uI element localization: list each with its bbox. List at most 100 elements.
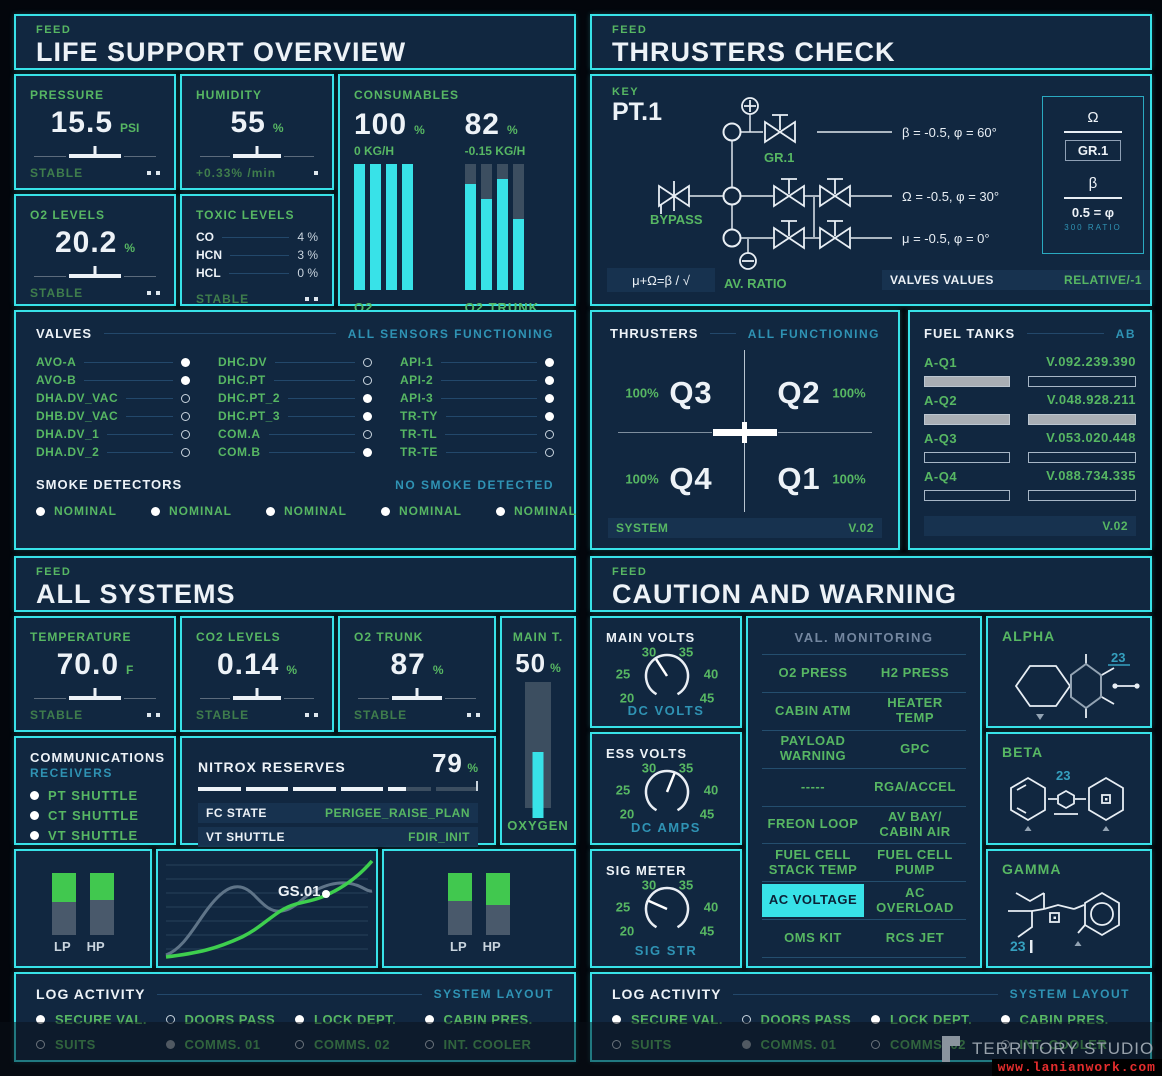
eq-bot: μ = -0.5, φ = 0°: [902, 231, 990, 246]
annunciator-cell[interactable]: AC OVERLOAD: [876, 884, 954, 915]
all-systems-header: FEED ALL SYSTEMS: [14, 556, 576, 612]
fuel-version-bar: V.02: [924, 516, 1136, 536]
annunciator-cell[interactable]: RCS JET: [885, 930, 945, 946]
valve-state-dot: [181, 411, 190, 421]
nominal-dot: [151, 506, 160, 516]
log-dot: [295, 1015, 304, 1024]
nominal-dot: [36, 506, 45, 516]
o2-reserves-bars: [354, 164, 445, 290]
log-dot: [165, 1015, 175, 1024]
valves-values-bar[interactable]: VALVES VALUES RELATIVE/-1: [882, 270, 1150, 290]
gs01-graph-panel: GS.01: [156, 849, 378, 968]
valve-row: AVO-A: [36, 353, 190, 371]
toxic-status: STABLE: [196, 292, 250, 306]
nitrox-progress: [198, 781, 478, 791]
log-item: SUITS: [36, 1037, 166, 1052]
oxygen-caption: OXYGEN: [507, 818, 569, 833]
life-support-header: FEED LIFE SUPPORT OVERVIEW: [14, 14, 576, 70]
feed-label: FEED: [36, 24, 72, 36]
log-item: INT. COOLER: [1000, 1037, 1131, 1052]
nitrox-panel: NITROX RESERVES 79 % FC STATE PERIGEE_RAI…: [180, 736, 496, 847]
thruster-q4: Q4: [669, 461, 713, 496]
fuel-bar: [924, 376, 1010, 387]
annunciator-cell[interactable]: FUEL CELL PUMP: [877, 846, 953, 877]
valves-panel: VALVES ALL SENSORS FUNCTIONING AVO-A AVO…: [14, 310, 576, 550]
o2-reserves-column: 100% 0 KG/H O2 RESERVES: [354, 104, 445, 330]
lp-hp-gauge-right: LP HP: [382, 849, 576, 968]
valve-row: DHC.DV: [218, 353, 372, 371]
valve-row: DHC.PT: [218, 371, 372, 389]
valve-row: DHA.DV_2: [36, 443, 190, 461]
alpha-structure-icon: 23: [1014, 650, 1140, 720]
valve-state-dot: [363, 411, 372, 421]
annunciator-cell-ac-voltage[interactable]: AC VOLTAGE: [762, 884, 864, 918]
log-item: CABIN PRES.: [1000, 1012, 1131, 1027]
log-dot: [1000, 1040, 1010, 1049]
log-dot: [1000, 1015, 1010, 1024]
valve-state-dot: [545, 393, 554, 403]
valve-row: DHA.DV_1: [36, 425, 190, 443]
o2-trunk-slider[interactable]: [358, 688, 476, 702]
bypass-label: BYPASS: [650, 212, 703, 227]
key-name: PT.1: [612, 98, 663, 126]
log-dot: [741, 1040, 751, 1049]
valves-grid: AVO-A AVO-B DHA.DV_VAC DHB.DV_VAC DHA.DV…: [36, 353, 554, 461]
log-item: COMMS. 02: [871, 1037, 1001, 1052]
annunciator-cell[interactable]: PAYLOAD WARNING: [779, 733, 847, 764]
annunciator-cell[interactable]: OMS KIT: [784, 930, 842, 946]
pressure-status: STABLE: [30, 166, 84, 180]
annunciator-cell[interactable]: -----: [800, 778, 826, 794]
fuel-row: A-Q2 V.048.928.211: [924, 392, 1136, 430]
humidity-tile: HUMIDITY 55% +0.33% /min: [180, 74, 334, 190]
humidity-unit: %: [272, 121, 284, 135]
log-item: SECURE VAL.: [612, 1012, 742, 1027]
annunciator-cell[interactable]: CABIN ATM: [775, 702, 851, 718]
nominal-dot: [381, 506, 390, 516]
humidity-slider[interactable]: [200, 146, 314, 160]
annunciator-cell[interactable]: O2 PRESS: [778, 664, 848, 680]
log-item: DOORS PASS: [165, 1012, 296, 1027]
annunciator-cell[interactable]: FREON LOOP: [767, 816, 859, 832]
main-volts-gauge: 30 35 25 40 20 45: [615, 644, 719, 706]
system-layout-link[interactable]: SYSTEM LAYOUT: [433, 987, 554, 1001]
o2-levels-slider[interactable]: [34, 266, 156, 280]
smoke-detector-list: NOMINAL NOMINAL NOMINAL NOMINAL NOMINAL: [36, 504, 576, 518]
annunciator-cell[interactable]: FUEL CELL STACK TEMP: [768, 846, 858, 877]
log-item: LOCK DEPT.: [871, 1012, 1001, 1027]
annunciator-cell[interactable]: AV BAY/ CABIN AIR: [879, 809, 951, 839]
log-dot: [36, 1015, 45, 1024]
fuel-bar: [924, 490, 1010, 501]
main-volts-tile: MAIN VOLTS 30 35 25 40 20 45 DC VOLTS: [590, 616, 742, 728]
thruster-q1: Q1: [777, 461, 821, 496]
smoke-status: NO SMOKE DETECTED: [395, 477, 554, 492]
val-monitoring-label: VAL. MONITORING: [794, 630, 934, 645]
annunciator-cell[interactable]: HEATER TEMP: [887, 695, 943, 726]
o2-levels-value: 20.2: [54, 226, 118, 259]
co2-slider[interactable]: [200, 688, 314, 702]
key-legend-box: Ω GR.1 β 0.5 = φ 300 RATIO: [1042, 96, 1144, 254]
valve-row: AVO-B: [36, 371, 190, 389]
o2-trunk-column: 82% -0.15 KG/H O2 TRUNK: [464, 104, 560, 330]
o2-reserves-rate: 0 KG/H: [354, 144, 395, 158]
temperature-tile: TEMPERATURE 70.0 F STABLE: [14, 616, 176, 732]
log-row: SUITS COMMS. 01 COMMS. 02 INT. COOLER: [36, 1037, 554, 1052]
smoke-detectors-label: SMOKE DETECTORS: [36, 477, 183, 492]
annunciator-cell[interactable]: H2 PRESS: [880, 664, 950, 680]
av-ratio-label: AV. RATIO: [724, 276, 787, 291]
o2-reserves-value: 100: [354, 108, 408, 141]
pressure-slider[interactable]: [34, 146, 156, 160]
system-layout-link[interactable]: SYSTEM LAYOUT: [1009, 987, 1130, 1001]
humidity-status: +0.33% /min: [196, 166, 277, 180]
valves-label: VALVES: [36, 326, 93, 341]
annunciator-cell[interactable]: GPC: [900, 740, 930, 756]
annunciator-cell[interactable]: RGA/ACCEL: [874, 778, 956, 794]
thrusters-status: ALL FUNCTIONING: [747, 326, 880, 341]
formula-badge: μ+Ω=β / √: [607, 268, 715, 292]
alpha-tag: 23: [1111, 650, 1125, 665]
valve-schematic: GR.1 BYPASS AV. RATIO β = -0.5, φ = 60° …: [650, 97, 999, 291]
receiver-dot: [30, 831, 39, 840]
toxic-levels-label: TOXIC LEVELS: [196, 208, 295, 222]
valve-state-dot: [363, 429, 372, 439]
temperature-slider[interactable]: [34, 688, 156, 702]
dc-amps-caption: DC AMPS: [631, 820, 701, 835]
